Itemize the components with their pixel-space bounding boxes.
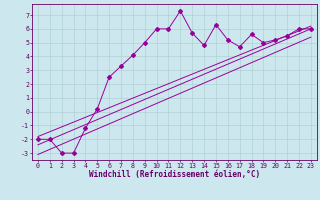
X-axis label: Windchill (Refroidissement éolien,°C): Windchill (Refroidissement éolien,°C) [89, 170, 260, 179]
